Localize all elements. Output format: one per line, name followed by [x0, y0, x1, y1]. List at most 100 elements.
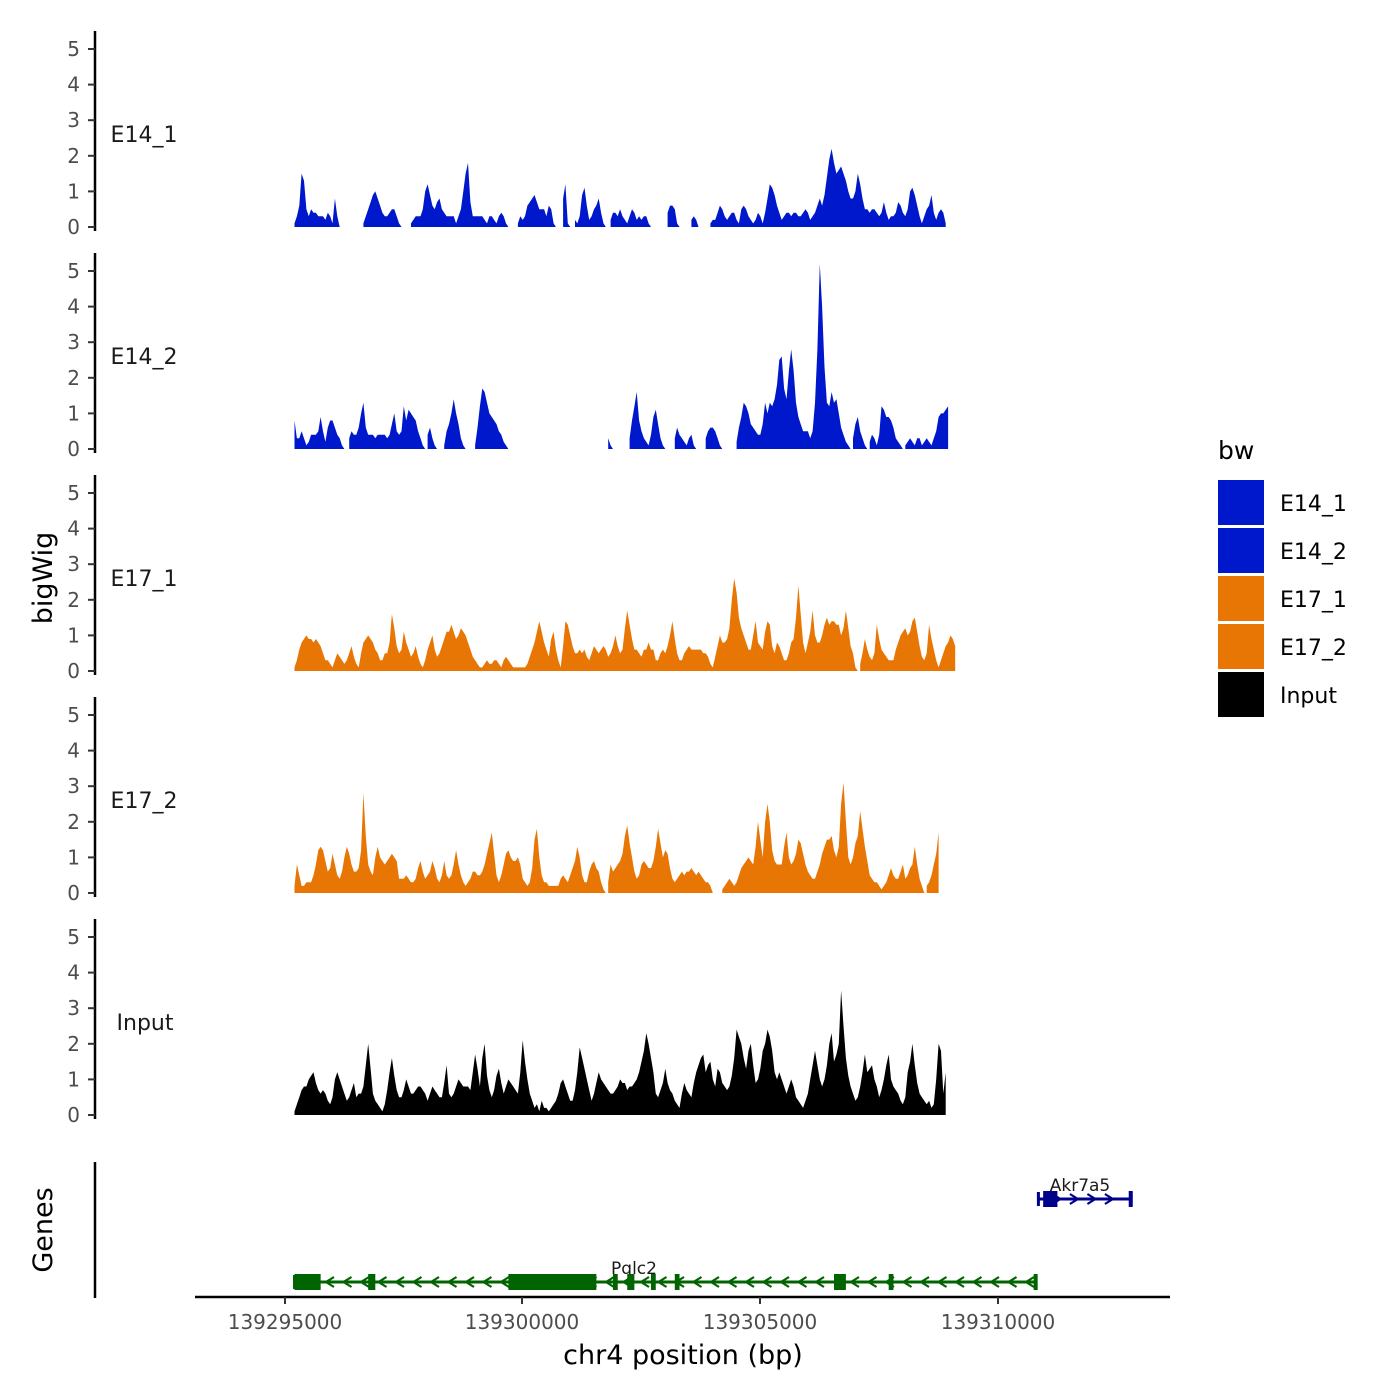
strand-arrow — [341, 1276, 353, 1288]
y-tick-label: 4 — [67, 961, 80, 985]
strand-arrow — [656, 1276, 668, 1288]
y-tick-label: 4 — [67, 73, 80, 97]
strand-arrow — [1086, 1193, 1098, 1205]
strand-arrow — [848, 1276, 860, 1288]
exon — [888, 1274, 894, 1290]
strand-arrow — [691, 1276, 703, 1288]
legend-key-e17-2 — [1218, 624, 1264, 669]
track-panel-e17-2: 0 1 2 3 4 5 E17_2 — [67, 697, 939, 905]
strand-arrow — [411, 1276, 423, 1288]
coverage-area-e17-1 — [294, 578, 956, 671]
track-label: E17_2 — [111, 789, 178, 814]
gene-model-pqlc2 — [293, 1274, 1038, 1290]
coverage-area-e17-2 — [294, 782, 939, 893]
gene-model-akr7a5 — [1036, 1191, 1133, 1207]
strand-arrow — [971, 1276, 983, 1288]
y-tick-label: 1 — [67, 845, 80, 869]
gene-label-akr7a5: Akr7a5 — [1050, 1176, 1111, 1196]
exon — [651, 1274, 656, 1290]
y-tick-label: 5 — [67, 481, 80, 505]
y-tick-label: 1 — [67, 623, 80, 647]
strand-arrow — [1069, 1193, 1080, 1205]
x-tick-label: 139310000 — [941, 1310, 1056, 1334]
coverage-area-e14-2 — [294, 263, 949, 449]
strand-arrow — [428, 1276, 440, 1288]
y-axis-title: bigWig — [28, 532, 59, 625]
coverage-area-input — [294, 990, 946, 1115]
legend-label-input: Input — [1280, 684, 1337, 709]
y-tick-label: 4 — [67, 517, 80, 541]
track-label: E14_2 — [111, 345, 178, 370]
legend-key-e14-1 — [1218, 480, 1264, 525]
coverage-tracks: 0 1 2 3 4 5 E14_1 0 1 2 3 4 5 E14_2 0 1 2 3 4 5 E17_1 0 1 2 3 4 5 E… — [67, 31, 956, 1127]
legend-label-e14-1: E14_1 — [1280, 492, 1347, 517]
strand-arrow — [918, 1276, 930, 1288]
coverage-area-e14-1 — [294, 148, 946, 227]
y-tick-label: 3 — [67, 996, 80, 1020]
gene-track: Akr7a5 Pqlc2 — [93, 1162, 1133, 1298]
strand-arrow — [481, 1276, 493, 1288]
y-tick-label: 1 — [67, 179, 80, 203]
gene-label-pqlc2: Pqlc2 — [611, 1259, 657, 1279]
y-tick-label: 2 — [67, 1032, 80, 1056]
y-tick-label: 4 — [67, 295, 80, 319]
strand-arrow — [743, 1276, 755, 1288]
y-tick-label: 2 — [67, 588, 80, 612]
exon — [612, 1274, 618, 1290]
strand-arrow — [866, 1276, 878, 1288]
y-tick-label: 4 — [67, 739, 80, 763]
strand-arrow — [708, 1276, 720, 1288]
y-tick-label: 3 — [67, 108, 80, 132]
strand-arrow — [726, 1276, 738, 1288]
strand-arrow — [603, 1276, 615, 1288]
exon — [1033, 1274, 1038, 1290]
strand-arrow — [988, 1276, 1000, 1288]
strand-arrow — [796, 1276, 808, 1288]
y-tick-label: 5 — [67, 259, 80, 283]
y-tick-label: 3 — [67, 330, 80, 354]
exon — [368, 1274, 376, 1290]
y-tick-label: 3 — [67, 774, 80, 798]
strand-arrow — [813, 1276, 825, 1288]
y-tick-label: 0 — [67, 1103, 80, 1127]
strand-arrow — [778, 1276, 790, 1288]
exon — [627, 1274, 635, 1290]
strand-arrow — [323, 1276, 335, 1288]
x-tick-label: 139300000 — [465, 1310, 580, 1334]
exon — [294, 1274, 321, 1290]
track-label: E14_1 — [111, 123, 178, 148]
track-panel-input: 0 1 2 3 4 5 Input — [67, 919, 946, 1127]
track-label: E17_1 — [111, 567, 178, 592]
strand-arrow — [498, 1276, 510, 1288]
exon — [1043, 1191, 1058, 1207]
track-label: Input — [117, 1011, 174, 1036]
track-panel-e14-2: 0 1 2 3 4 5 E14_2 — [67, 253, 949, 461]
strand-arrow — [901, 1276, 913, 1288]
y-tick-label: 1 — [67, 1067, 80, 1091]
x-axis: 139295000 139300000 139305000 139310000 — [195, 1295, 1170, 1334]
legend: bw E14_1 E14_2 E17_1 E17_2 Input — [1218, 436, 1347, 717]
y-tick-label: 0 — [67, 881, 80, 905]
y-tick-label: 1 — [67, 401, 80, 425]
y-tick-label: 5 — [67, 925, 80, 949]
strand-arrow — [1104, 1193, 1115, 1205]
legend-key-e17-1 — [1218, 576, 1264, 621]
strand-arrow — [376, 1276, 388, 1288]
y-tick-label: 3 — [67, 552, 80, 576]
y-tick-label: 5 — [67, 37, 80, 61]
y-tick-label: 2 — [67, 366, 80, 390]
y-tick-label: 2 — [67, 810, 80, 834]
legend-label-e14-2: E14_2 — [1280, 540, 1347, 565]
legend-label-e17-1: E17_1 — [1280, 588, 1347, 613]
strand-arrow — [953, 1276, 965, 1288]
x-tick-label: 139305000 — [703, 1310, 818, 1334]
track-panel-e17-1: 0 1 2 3 4 5 E17_1 — [67, 475, 956, 683]
legend-key-e14-2 — [1218, 528, 1264, 573]
strand-arrow — [936, 1276, 948, 1288]
x-axis-title: chr4 position (bp) — [563, 1340, 803, 1371]
legend-title: bw — [1218, 436, 1254, 465]
y-tick-label: 2 — [67, 144, 80, 168]
exon — [1128, 1191, 1133, 1207]
